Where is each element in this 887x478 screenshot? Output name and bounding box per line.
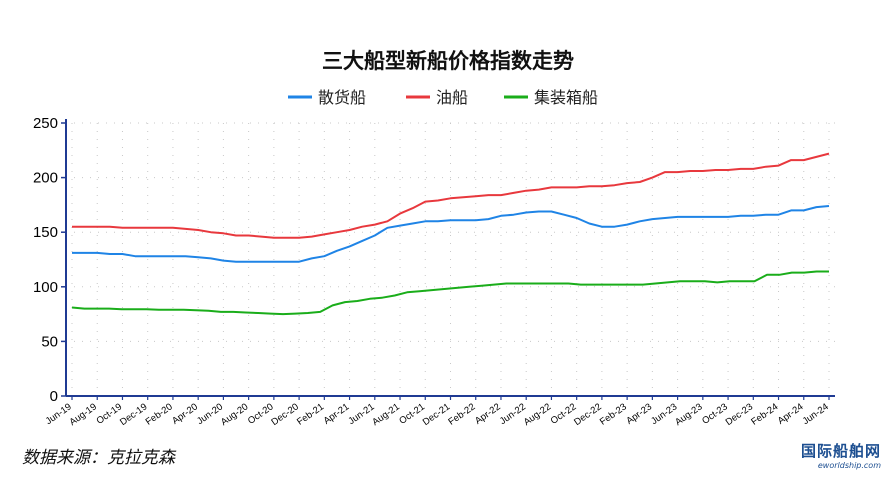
watermark-main: 国际船舶网	[800, 442, 881, 460]
x-tick-label: Feb-24	[749, 401, 780, 427]
x-tick-label: Dec-21	[421, 401, 452, 428]
x-tick-label: Jun-23	[649, 401, 679, 427]
x-tick-label: Jun-22	[498, 401, 528, 427]
source-note: 数据来源：克拉克森	[22, 448, 175, 468]
x-tick-label: Dec-20	[269, 401, 300, 428]
grid-lines	[66, 122, 835, 396]
x-tick-label: Feb-20	[144, 401, 175, 427]
x-tick-label: Apr-23	[624, 401, 654, 426]
legend-label: 散货船	[318, 88, 366, 107]
legend-label: 油船	[436, 88, 468, 107]
x-tick-label: Apr-21	[322, 401, 352, 426]
x-tick-label: Dec-22	[572, 401, 603, 428]
x-tick-label: Dec-23	[724, 401, 755, 428]
x-tick-label: Apr-22	[473, 401, 503, 426]
chart-legend: 散货船 油船 集装箱船	[288, 88, 598, 107]
x-tick-label: Jun-21	[346, 401, 376, 427]
series-line-1	[72, 152, 830, 239]
y-tick-label: 0	[50, 388, 58, 405]
x-tick-label: Apr-20	[170, 401, 200, 426]
legend-label: 集装箱船	[534, 88, 598, 107]
chart-title: 三大船型新船价格指数走势	[322, 49, 574, 73]
x-tick-label: Jun-24	[801, 401, 831, 427]
y-tick-label: 250	[33, 115, 58, 132]
y-tick-label: 200	[33, 170, 58, 187]
x-tick-label: Jun-19	[44, 401, 74, 427]
x-tick-label: Feb-22	[446, 401, 477, 427]
x-tick-label: Aug-23	[673, 401, 704, 428]
y-tick-label: 100	[33, 279, 58, 296]
series-line-0	[72, 205, 830, 263]
x-tick-label: Aug-21	[370, 401, 401, 428]
series-line-2	[71, 270, 829, 316]
x-tick-label: Dec-19	[118, 401, 149, 428]
x-tick-label: Apr-24	[776, 401, 806, 426]
axes: 050100150200250Jun-19Aug-19Oct-19Dec-19F…	[33, 115, 835, 428]
y-tick-label: 150	[33, 224, 58, 241]
x-tick-label: Aug-20	[219, 401, 250, 428]
watermark-logo: 国际船舶网 eworldship.com	[801, 440, 881, 470]
x-tick-label: Jun-20	[195, 401, 225, 427]
watermark-sub: eworldship.com	[817, 461, 881, 470]
y-tick-label: 50	[41, 333, 58, 350]
x-tick-label: Feb-21	[295, 401, 326, 427]
series-lines	[71, 152, 830, 316]
x-tick-label: Aug-19	[68, 401, 99, 428]
x-tick-label: Feb-23	[598, 401, 629, 427]
x-tick-label: Aug-22	[522, 401, 553, 428]
